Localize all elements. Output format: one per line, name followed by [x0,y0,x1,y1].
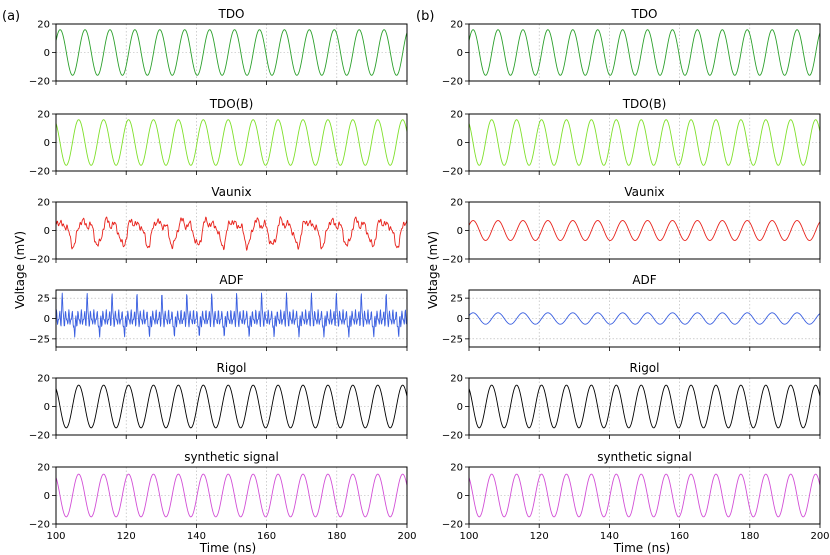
x-tick-label: 200 [810,531,829,542]
subplot-title: synthetic signal [184,450,279,464]
y-tick-label: 0 [457,226,463,237]
ylabel-a: Voltage (mV) [13,231,27,309]
y-tick-label: −20 [442,167,463,178]
subplot-title: Vaunix [624,185,664,199]
series-line-rigol [468,384,821,429]
y-tick-label: 0 [44,226,50,237]
y-tick-label: −20 [29,520,50,531]
x-tick-label: 180 [740,531,759,542]
x-tick-label: 180 [327,531,346,542]
y-tick-label: 20 [450,374,463,385]
panel-b-tdo-b: −20 0 20 TDO(B) [442,97,821,178]
series-line-adf [55,292,408,338]
panel-b-tdo: −20 0 20 TDO [442,7,821,88]
y-tick-label: 0 [457,402,463,413]
series-line-synthetic-signal [55,473,408,518]
y-tick-label: 20 [450,20,463,31]
xlabel-a: Time (ns) [199,541,256,555]
plot-area: −20 0 20 TDO −20 0 20 TDO(B) −20 0 20 Vaunix −25 0 25 A… [29,7,830,542]
y-tick-label: 0 [44,138,50,149]
x-tick-label: 160 [670,531,689,542]
y-tick-label: −20 [442,520,463,531]
x-tick-label: 160 [257,531,276,542]
y-tick-label: 20 [37,463,50,474]
y-tick-label: 0 [44,491,50,502]
y-tick-label: 0 [44,314,50,325]
series-line-synthetic-signal [468,473,821,518]
y-tick-label: 25 [450,294,463,305]
y-tick-label: 25 [37,294,50,305]
subplot-title: Rigol [630,361,660,375]
subplot-title: TDO [630,7,657,21]
y-tick-label: 20 [37,374,50,385]
subplot-title: ADF [632,273,656,287]
panel-a-adf: −25 0 25 ADF [29,273,408,351]
subplot-title: synthetic signal [597,450,692,464]
series-line-tdo-b [468,119,821,166]
subplot-title: TDO(B) [209,97,254,111]
y-tick-label: −20 [29,167,50,178]
y-tick-label: 20 [37,110,50,121]
subplot-title: TDO [217,7,244,21]
subplot-title: TDO(B) [622,97,667,111]
series-line-vaunix [468,220,821,241]
y-tick-label: 20 [450,463,463,474]
x-tick-label: 100 [46,531,65,542]
panel-letter-a: (a) [2,9,20,24]
y-tick-label: 0 [457,491,463,502]
series-line-tdo-b [55,119,408,166]
x-tick-label: 140 [187,531,206,542]
x-tick-label: 200 [397,531,416,542]
panel-b-synthetic-signal: −20 0 20 100 120 140 160 180 200 synthetic signal [442,450,830,542]
series-line-vaunix [55,216,408,251]
series-line-adf [468,312,821,325]
y-tick-label: 20 [450,110,463,121]
series-line-rigol [55,384,408,429]
y-tick-label: −25 [29,334,50,345]
y-tick-label: −20 [29,77,50,88]
y-tick-label: 0 [44,402,50,413]
panel-letter-b: (b) [416,9,434,24]
y-tick-label: 20 [37,198,50,209]
y-tick-label: 0 [457,314,463,325]
subplot-title: Vaunix [211,185,251,199]
x-tick-label: 120 [117,531,136,542]
ylabel-b: Voltage (mV) [426,231,440,309]
panel-a-tdo-b: −20 0 20 TDO(B) [29,97,408,178]
panel-b-vaunix: −20 0 20 Vaunix [442,185,821,266]
x-tick-label: 140 [600,531,619,542]
y-tick-label: −20 [442,255,463,266]
x-tick-label: 100 [459,531,478,542]
y-tick-label: 0 [457,138,463,149]
xlabel-b: Time (ns) [613,541,670,555]
y-tick-label: −25 [442,334,463,345]
y-tick-label: 20 [37,20,50,31]
panel-a-rigol: −20 0 20 Rigol [29,361,408,442]
y-tick-label: 20 [450,198,463,209]
x-tick-label: 120 [530,531,549,542]
series-line-tdo [468,29,821,76]
panel-a-vaunix: −20 0 20 Vaunix [29,185,408,266]
panel-a-tdo: −20 0 20 TDO [29,7,408,88]
series-line-tdo [55,29,408,76]
panel-a-synthetic-signal: −20 0 20 100 120 140 160 180 200 synthetic signal [29,450,417,542]
panel-b-rigol: −20 0 20 Rigol [442,361,821,442]
y-tick-label: −20 [29,431,50,442]
y-tick-label: −20 [442,77,463,88]
y-tick-label: −20 [442,431,463,442]
panel-b-adf: −25 0 25 ADF [442,273,821,351]
y-tick-label: −20 [29,255,50,266]
subplot-title: ADF [219,273,243,287]
y-tick-label: 0 [457,48,463,59]
subplot-title: Rigol [217,361,247,375]
y-tick-label: 0 [44,48,50,59]
